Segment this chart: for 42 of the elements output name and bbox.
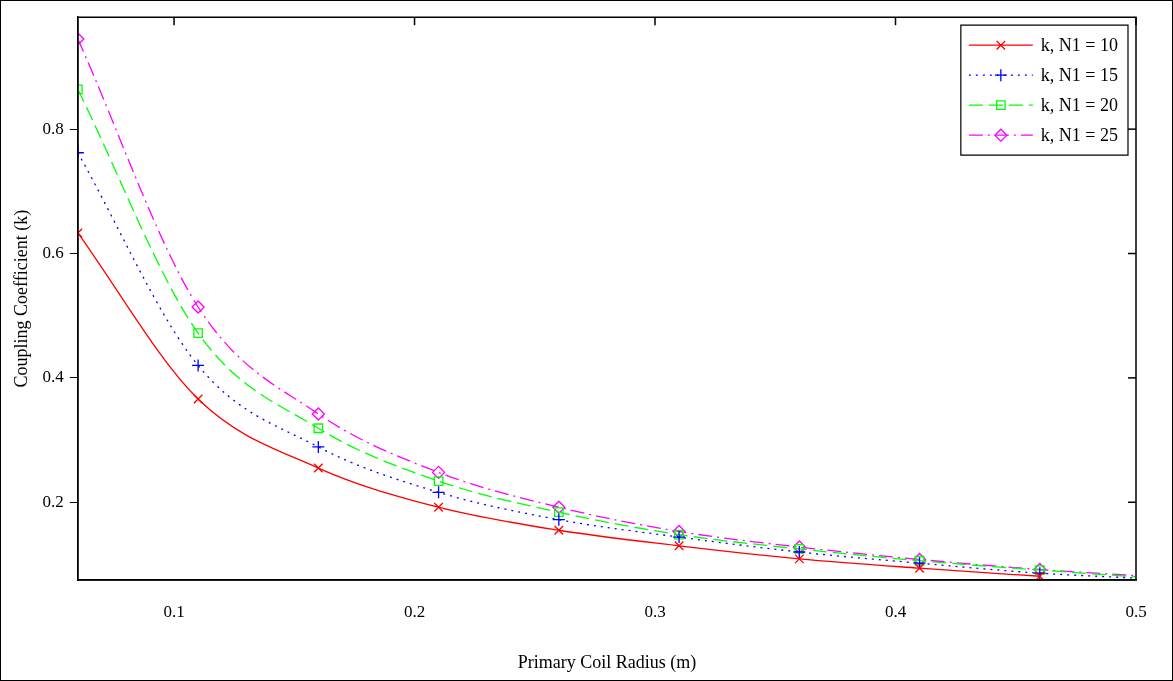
x-tick-label: 0.3 <box>644 601 666 621</box>
legend-label: k, N1 = 15 <box>1040 64 1119 85</box>
legend-label: k, N1 = 10 <box>1040 34 1119 55</box>
point <box>191 358 205 373</box>
point <box>1034 571 1045 580</box>
legend-label: k, N1 = 25 <box>1040 124 1119 145</box>
point <box>792 545 806 559</box>
point <box>553 525 564 536</box>
point <box>1033 566 1047 580</box>
point <box>794 544 805 554</box>
point <box>553 507 564 518</box>
point <box>191 300 205 314</box>
point <box>313 423 324 434</box>
point <box>311 407 325 421</box>
point <box>552 513 566 527</box>
x-tick-label: 0.4 <box>884 601 907 621</box>
point <box>674 540 684 551</box>
point <box>313 463 324 473</box>
point <box>193 328 203 339</box>
y-axis-title: Coupling Coefficient (k) <box>10 209 32 388</box>
point <box>433 476 444 487</box>
point <box>792 540 806 554</box>
x-tick-label: 0.1 <box>163 601 185 621</box>
y-tick-label: 0.2 <box>42 491 64 511</box>
point <box>672 524 686 539</box>
point <box>311 440 325 454</box>
point <box>431 485 446 499</box>
point <box>431 465 446 480</box>
point <box>914 563 925 574</box>
point <box>674 529 684 540</box>
x-tick-label: 0.5 <box>1125 601 1147 621</box>
legend-label: k, N1 = 20 <box>1040 94 1119 115</box>
x-tick-label: 0.2 <box>403 601 426 621</box>
y-tick-label: 0.6 <box>42 242 64 262</box>
y-tick-label: 0.8 <box>42 118 64 138</box>
point <box>552 500 566 514</box>
point <box>193 394 203 404</box>
point <box>794 553 805 564</box>
x-axis-title: Primary Coil Radius (m) <box>517 651 697 673</box>
point <box>672 530 686 544</box>
point <box>433 502 444 513</box>
y-tick-label: 0.4 <box>42 367 65 387</box>
